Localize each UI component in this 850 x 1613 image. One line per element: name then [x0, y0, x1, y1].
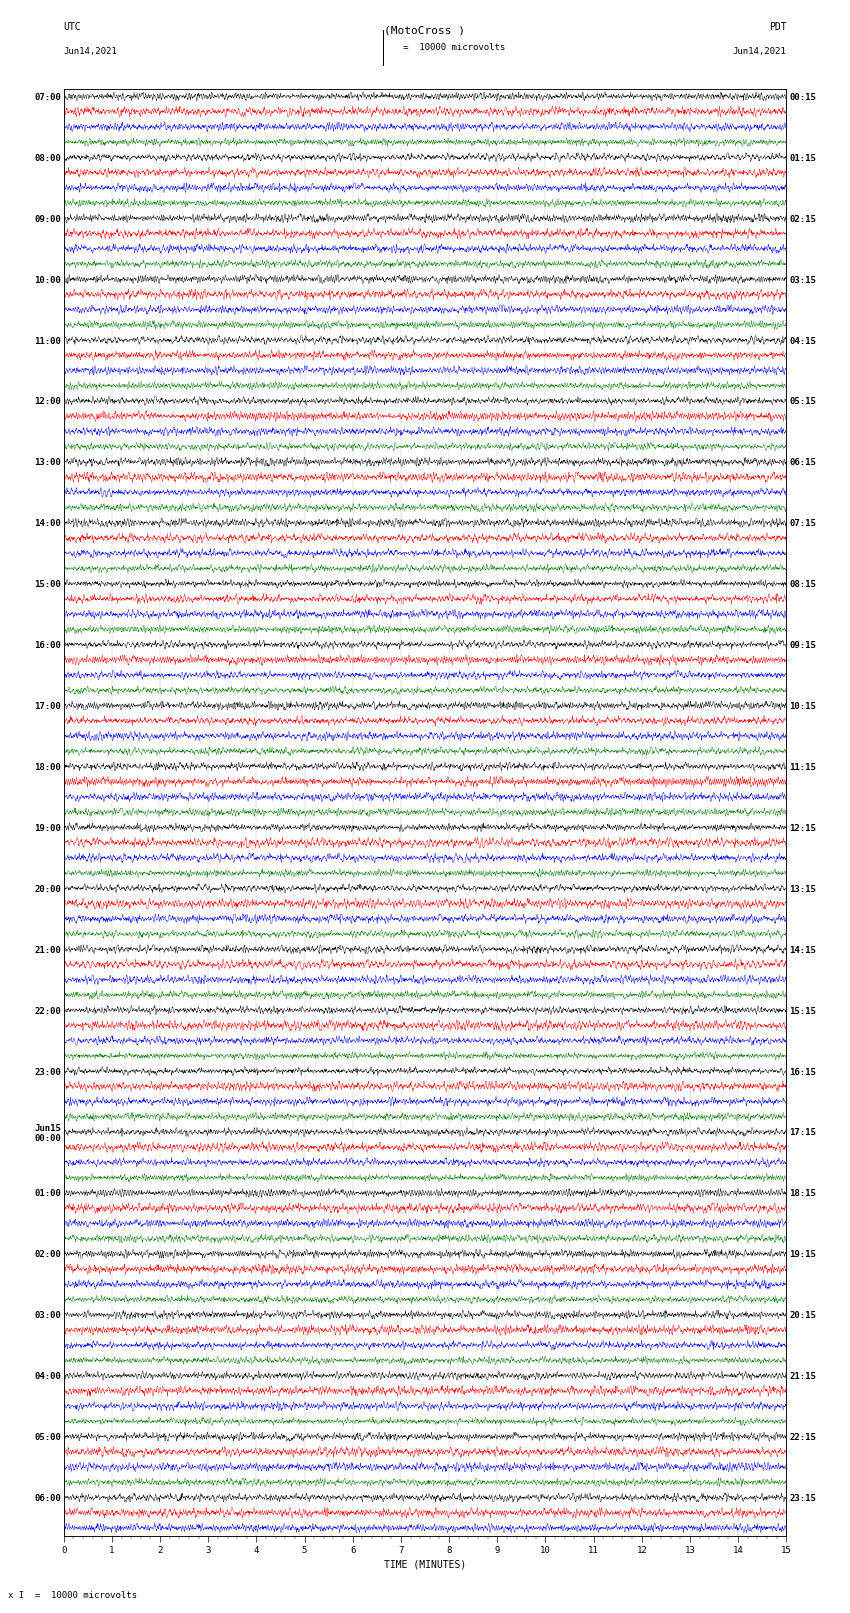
Text: (MotoCross ): (MotoCross )	[384, 26, 466, 35]
Text: Jun14,2021: Jun14,2021	[733, 47, 786, 56]
Text: PDT: PDT	[768, 23, 786, 32]
Text: Jun14,2021: Jun14,2021	[64, 47, 117, 56]
Text: MMX1 HV1 NC: MMX1 HV1 NC	[383, 0, 467, 3]
Text: =  10000 microvolts: = 10000 microvolts	[387, 44, 505, 53]
X-axis label: TIME (MINUTES): TIME (MINUTES)	[384, 1560, 466, 1569]
Text: UTC: UTC	[64, 23, 82, 32]
Text: x I  =  10000 microvolts: x I = 10000 microvolts	[8, 1590, 138, 1600]
